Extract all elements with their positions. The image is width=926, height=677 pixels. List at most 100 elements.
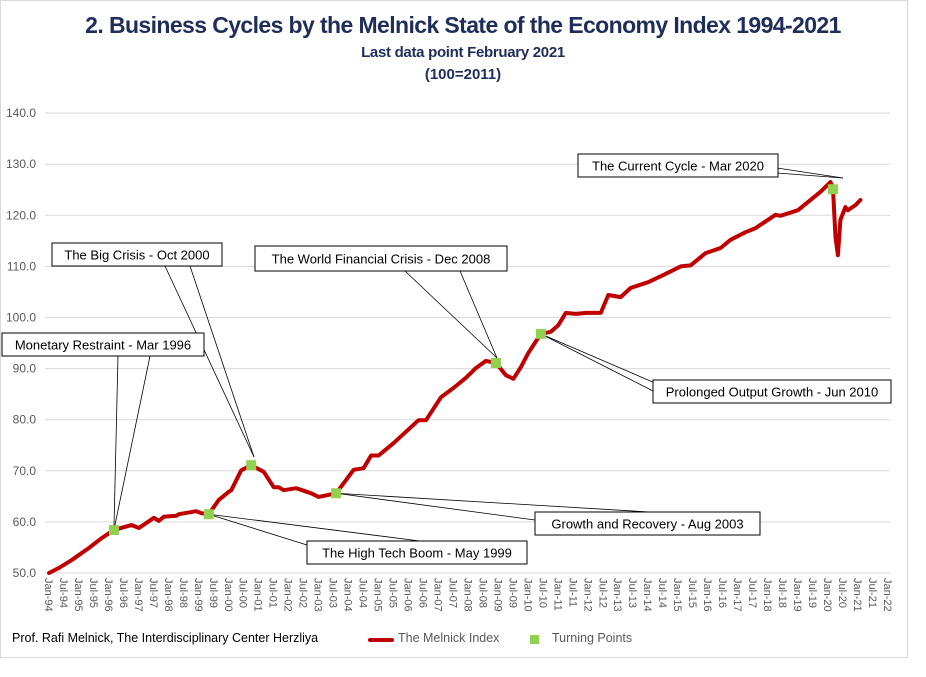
x-tick-label: Jan-14 [641,578,653,612]
x-tick-label: Jul-94 [57,578,69,608]
footer-credit: Prof. Rafi Melnick, The Interdisciplinar… [12,631,319,645]
annotation-box [577,153,779,178]
x-tick-label: Jan-99 [192,578,204,612]
annotation-connector [113,355,119,531]
y-tick-label: 60.0 [13,515,37,529]
x-tick-label: Jul-14 [656,578,668,608]
turning-point-marker [246,460,257,471]
x-tick-label: Jul-19 [806,578,818,608]
x-tick-label: Jul-16 [716,578,728,608]
x-tick-label: Jan-22 [881,578,893,612]
annotation-connector [208,513,421,542]
turning-point-marker [827,184,838,195]
x-tick-label: Jul-97 [147,578,159,608]
x-tick-label: Jan-02 [282,578,294,612]
annotation-connector [164,265,255,458]
x-tick-label: Jul-09 [506,578,518,608]
legend-line-swatch [368,638,394,642]
annotation-connector [540,333,656,384]
chart-base-note: (100=2011) [424,66,502,83]
y-tick-label: 70.0 [13,464,37,478]
chart-title: 2. Business Cycles by the Melnick State … [85,12,841,38]
x-tick-label: Jan-13 [611,578,623,612]
annotation-box [1,332,205,357]
x-tick-label: Jan-07 [431,578,443,612]
annotation-connector [113,355,151,531]
legend-label-turning-points: Turning Points [552,631,633,645]
x-tick-label: Jan-21 [851,578,863,612]
x-tick-label: Jul-11 [566,578,578,607]
x-tick-label: Jan-10 [521,578,533,612]
x-tick-label: Jan-11 [551,578,563,611]
annotation-box [306,540,528,565]
turning-point-marker [203,509,214,520]
annotation-label: Prolonged Output Growth - Jun 2010 [666,385,878,400]
legend-label-index: The Melnick Index [398,631,500,645]
annotation-label: Monetary Restraint - Mar 1996 [15,338,191,353]
x-tick-label: Jan-15 [671,578,683,612]
x-tick-label: Jan-18 [761,578,773,612]
turning-point-marker [108,525,119,536]
x-tick-label: Jan-09 [491,578,503,612]
y-tick-label: 130.0 [6,157,36,171]
x-tick-label: Jan-05 [372,578,384,612]
x-tick-label: Jul-00 [237,578,249,608]
x-tick-label: Jul-07 [446,578,458,608]
x-tick-label: Jan-06 [402,578,414,612]
x-tick-label: Jan-19 [791,578,803,612]
annotation-box [652,379,892,404]
y-tick-label: 110.0 [7,259,36,273]
x-tick-label: Jul-06 [417,578,429,608]
x-tick-label: Jul-04 [357,578,369,608]
x-tick-label: Jul-98 [177,578,189,608]
x-tick-label: Jul-21 [866,578,878,608]
x-tick-label: Jan-96 [102,578,114,612]
chart-subtitle: Last data point February 2021 [361,44,565,61]
melnick-index-line [47,180,863,575]
x-tick-label: Jul-03 [327,578,339,608]
annotation-box [51,242,223,267]
x-tick-label: Jul-17 [746,578,758,608]
annotation-label: The Big Crisis - Oct 2000 [64,248,209,263]
y-tick-label: 50.0 [13,566,37,580]
x-tick-label: Jul-13 [626,578,638,608]
x-tick-label: Jan-00 [222,578,234,612]
x-tick-label: Jul-01 [267,578,279,608]
annotation-box [534,511,761,536]
y-tick-label: 90.0 [13,362,37,376]
x-tick-label: Jan-12 [581,578,593,612]
annotation-connector [776,172,844,179]
x-tick-label: Jan-97 [132,578,144,612]
annotation-connector [776,167,844,179]
annotation-label: The Current Cycle - Mar 2020 [592,159,764,174]
x-tick-label: Jan-94 [42,578,54,612]
x-tick-label: Jul-20 [836,578,848,608]
x-tick-label: Jan-08 [461,578,473,612]
y-tick-label: 100.0 [6,311,36,325]
annotation-connector [208,513,308,546]
annotation-connector [540,333,656,393]
x-tick-label: Jan-04 [342,578,354,612]
x-tick-label: Jul-95 [87,578,99,608]
annotation-connector [336,492,536,521]
x-tick-label: Jul-05 [387,578,399,608]
x-tick-label: Jul-99 [207,578,219,608]
x-tick-label: Jul-96 [117,578,129,608]
x-tick-label: Jul-02 [297,578,309,608]
y-tick-label: 140.0 [6,106,36,120]
x-tick-label: Jan-17 [731,578,743,612]
y-tick-label: 120.0 [6,208,36,222]
x-tick-label: Jul-08 [476,578,488,608]
x-tick-label: Jul-18 [776,578,788,608]
x-tick-label: Jul-10 [536,578,548,608]
x-tick-label: Jan-98 [162,578,174,612]
x-tick-label: Jan-16 [701,578,713,612]
annotation-connector [336,492,651,513]
annotation-connector [189,265,255,458]
turning-point-marker [535,328,546,339]
legend-marker-swatch [530,635,539,644]
annotation-connector [404,270,498,359]
y-tick-label: 80.0 [13,413,37,427]
chart-frame [0,0,908,658]
